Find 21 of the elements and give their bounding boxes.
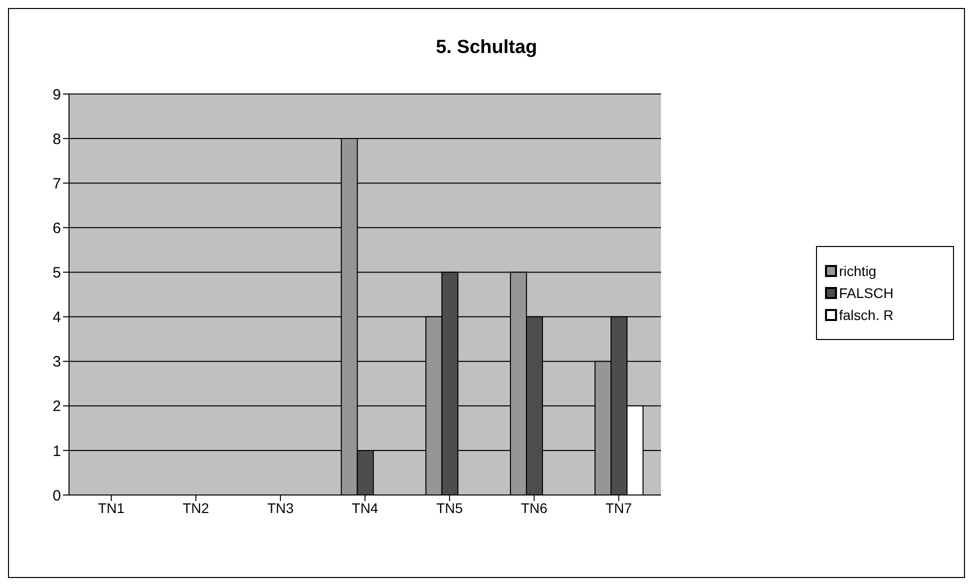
x-tick-label: TN5 <box>436 500 464 516</box>
y-tick-label: 9 <box>52 86 61 104</box>
y-tick-label: 4 <box>52 309 61 326</box>
y-tick-label: 5 <box>52 264 61 282</box>
x-tick-label: TN1 <box>98 500 125 516</box>
y-tick-label: 8 <box>52 130 61 148</box>
y-tick-label: 1 <box>52 442 61 460</box>
x-tick-label: TN4 <box>352 500 378 516</box>
y-tick-label: 7 <box>52 175 61 192</box>
x-tick-label: TN3 <box>267 500 294 516</box>
legend-label: FALSCH <box>839 285 894 301</box>
x-tick-label: TN6 <box>520 500 548 516</box>
x-tick-label: TN2 <box>182 500 210 516</box>
y-tick-label: 3 <box>52 354 61 371</box>
y-tick-label: 0 <box>52 487 61 504</box>
chart-title: 5. Schultag <box>434 37 538 59</box>
y-tick-label: 2 <box>52 398 61 416</box>
x-tick-label: TN7 <box>605 500 632 516</box>
legend-label: richtig <box>839 263 876 279</box>
legend-label: falsch. R <box>839 307 894 323</box>
y-tick-label: 6 <box>52 220 61 237</box>
